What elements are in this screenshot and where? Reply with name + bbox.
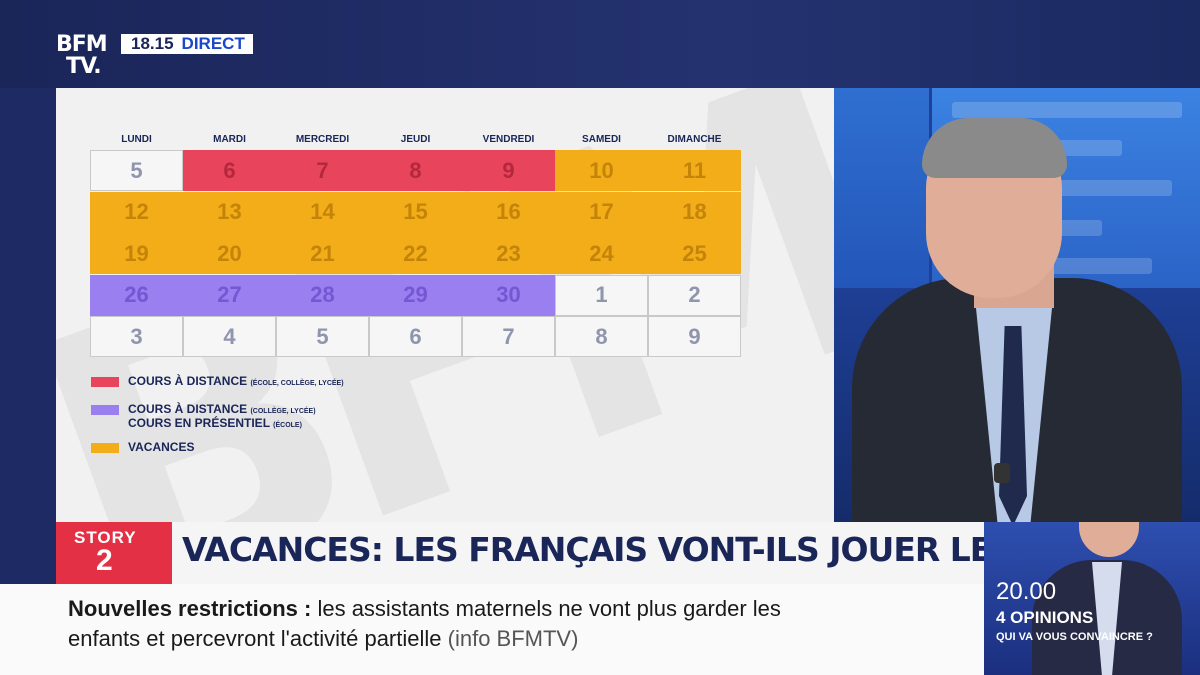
ticker-line-1: Nouvelles restrictions : les assistants … bbox=[68, 596, 781, 621]
calendar-day-cell: 7 bbox=[276, 150, 369, 191]
calendar-day-cell: 21 bbox=[276, 233, 369, 274]
calendar-day-cell: 8 bbox=[555, 316, 648, 357]
calendar-day-cell: 2 bbox=[648, 274, 741, 316]
calendar-day-cell: 14 bbox=[276, 191, 369, 233]
logo-line2: TV. bbox=[66, 54, 102, 79]
calendar-day-cell: 12 bbox=[90, 191, 183, 233]
calendar-day-cell: 5 bbox=[90, 150, 183, 191]
live-label: DIRECT bbox=[181, 34, 245, 53]
ticker-source: (info BFMTV) bbox=[447, 626, 579, 651]
legend-label: VACANCES bbox=[128, 440, 195, 454]
calendar-day-cell: 20 bbox=[183, 233, 276, 274]
top-bar: BFM TV. 18.15 DIRECT bbox=[0, 0, 1200, 88]
calendar-day-cell: 22 bbox=[369, 233, 462, 274]
day-header: JEUDI bbox=[400, 134, 431, 145]
calendar-day-cell: 18 bbox=[648, 191, 741, 233]
calendar-day-cell: 9 bbox=[462, 150, 555, 191]
guest-tie bbox=[999, 326, 1027, 522]
legend-swatch bbox=[91, 443, 119, 453]
calendar-day-cell: 4 bbox=[183, 316, 276, 357]
calendar-panel: BFM LUNDIMARDIMERCREDIJEUDIVENDREDISAMED… bbox=[56, 88, 834, 522]
presenter-head bbox=[1079, 522, 1139, 557]
legend-swatch bbox=[91, 405, 119, 415]
ticker-text-2: enfants et percevront l'activité partiel… bbox=[68, 626, 442, 651]
ticker-text-1: les assistants maternels ne vont plus ga… bbox=[317, 596, 781, 621]
story-number: 2 bbox=[96, 544, 113, 577]
calendar-day-cell: 23 bbox=[462, 233, 555, 274]
calendar-day-cell: 10 bbox=[555, 150, 648, 191]
day-header: MERCREDI bbox=[295, 134, 350, 145]
promo-subtitle: QUI VA VOUS CONVAINCRE ? bbox=[996, 631, 1153, 643]
promo-time: 20.00 bbox=[996, 578, 1057, 605]
calendar-day-cell: 1 bbox=[555, 274, 648, 316]
calendar-day-cell: 13 bbox=[183, 191, 276, 233]
day-header: DIMANCHE bbox=[667, 134, 722, 145]
calendar-day-cell: 15 bbox=[369, 191, 462, 233]
calendar-day-cell: 26 bbox=[90, 274, 183, 316]
studio-video bbox=[834, 88, 1200, 522]
channel-logo: BFM TV. bbox=[56, 32, 108, 79]
day-header: SAMEDI bbox=[582, 134, 621, 145]
calendar-day-cell: 19 bbox=[90, 233, 183, 274]
calendar-day-cell: 3 bbox=[90, 316, 183, 357]
calendar-day-cell: 9 bbox=[648, 316, 741, 357]
calendar-day-cell: 30 bbox=[462, 274, 555, 316]
story-label: STORY bbox=[74, 528, 137, 547]
day-header: VENDREDI bbox=[482, 134, 535, 145]
calendar-day-cell: 7 bbox=[462, 316, 555, 357]
ticker-topic: Nouvelles restrictions bbox=[68, 596, 298, 621]
calendar-day-cell: 16 bbox=[462, 191, 555, 233]
calendar-day-cell: 24 bbox=[555, 233, 648, 274]
day-header: MARDI bbox=[213, 134, 246, 145]
calendar-day-cell: 29 bbox=[369, 274, 462, 316]
calendar-day-cell: 25 bbox=[648, 233, 741, 274]
program-promo: 20.00 4 OPINIONS QUI VA VOUS CONVAINCRE … bbox=[984, 522, 1200, 675]
legend-label: COURS À DISTANCE (ÉCOLE, COLLÈGE, LYCÉE) bbox=[128, 374, 344, 388]
story-tag: STORY 2 bbox=[56, 522, 172, 584]
calendar-day-cell: 17 bbox=[555, 191, 648, 233]
promo-title: 4 OPINIONS bbox=[996, 608, 1094, 627]
ticker-band bbox=[0, 584, 984, 675]
story-band: STORY 2 VACANCES: LES FRANÇAIS VONT-ILS … bbox=[56, 522, 1090, 584]
calendar-day-cell: 6 bbox=[183, 150, 276, 191]
calendar-day-cell: 28 bbox=[276, 274, 369, 316]
background-screen-left bbox=[834, 88, 929, 288]
guest-hair bbox=[922, 118, 1067, 178]
story-headline: VACANCES: LES FRANÇAIS VONT-ILS JOUER LE… bbox=[182, 530, 1090, 569]
microphone-icon bbox=[994, 463, 1010, 483]
calendar-day-cell: 11 bbox=[648, 150, 741, 191]
calendar-day-cell: 27 bbox=[183, 274, 276, 316]
legend-swatch bbox=[91, 377, 119, 387]
day-header: LUNDI bbox=[121, 134, 152, 145]
calendar-day-cell: 5 bbox=[276, 316, 369, 357]
calendar-day-cell: 6 bbox=[369, 316, 462, 357]
legend-label: COURS À DISTANCE (COLLÈGE, LYCÉE) COURS E… bbox=[128, 402, 316, 430]
ticker-line-2: enfants et percevront l'activité partiel… bbox=[68, 626, 578, 652]
live-indicator: 18.15 DIRECT bbox=[121, 34, 253, 54]
clock-time: 18.15 bbox=[131, 34, 174, 53]
calendar-day-cell: 8 bbox=[369, 150, 462, 191]
logo-line1: BFM bbox=[56, 32, 108, 57]
